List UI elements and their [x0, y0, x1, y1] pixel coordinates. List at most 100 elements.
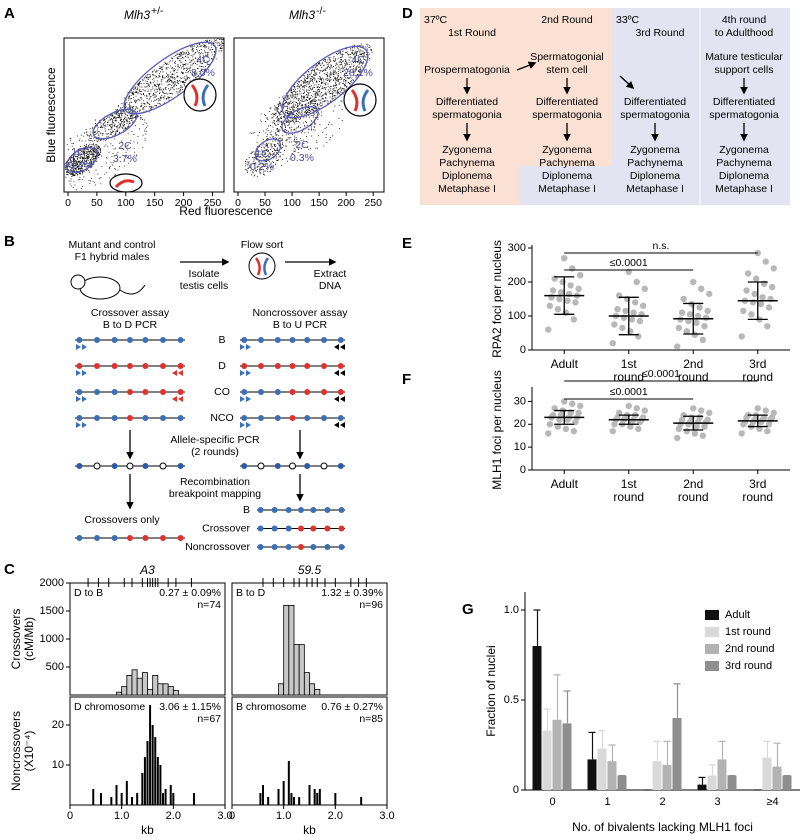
- snp: [304, 463, 311, 469]
- meiotic-stage: Pachynema: [439, 157, 495, 169]
- dot: [631, 299, 639, 306]
- snp: [321, 415, 327, 421]
- snp: [76, 337, 83, 343]
- snp: [111, 363, 118, 369]
- snp: [127, 389, 133, 395]
- snp: [321, 337, 327, 343]
- round-heading: 4th round: [722, 14, 767, 26]
- meiotic-stage: Metaphase I: [715, 183, 773, 195]
- dot: [690, 405, 697, 412]
- y-axis-label: MLH1 foci per nucleus: [490, 370, 504, 489]
- histogram-bar: [141, 672, 148, 696]
- gate-percent: 0.2%: [250, 161, 274, 173]
- x-tick-label: 3.0: [379, 810, 394, 822]
- bar: [110, 797, 113, 805]
- x-tick-label: 3.0: [217, 810, 232, 822]
- gate-label: 4C: [196, 54, 210, 66]
- gate-percent: 0.3%: [290, 152, 314, 164]
- snp: [142, 363, 149, 369]
- bar: [100, 793, 102, 805]
- dot: [622, 307, 629, 315]
- assay-text: DNA: [319, 280, 341, 292]
- dot: [572, 299, 579, 306]
- snp: [324, 544, 331, 550]
- bar: [293, 797, 295, 805]
- snp: [127, 535, 133, 541]
- y-tick-label: 0.5: [504, 694, 519, 706]
- bar: [562, 723, 572, 790]
- bar: [262, 785, 264, 805]
- y-tick-label: 500: [46, 661, 64, 673]
- histogram-bar: [172, 690, 179, 696]
- legend-swatch: [705, 627, 719, 637]
- snp: [94, 337, 100, 343]
- x-tick-label: 0: [235, 197, 241, 209]
- genotype: -/-: [316, 5, 326, 17]
- significance-label: ≤0.0001: [610, 386, 648, 398]
- dot: [770, 265, 777, 272]
- x-axis-label: kb: [303, 823, 316, 837]
- histogram-bar: [298, 644, 305, 696]
- dot: [614, 306, 621, 313]
- meiotic-stage: Diplonema: [719, 170, 769, 182]
- primer: [240, 344, 245, 350]
- cool-block: [612, 8, 790, 205]
- row-label: Crossover: [202, 522, 250, 534]
- snp: [321, 363, 327, 369]
- assay-text: Isolate: [189, 268, 220, 280]
- dot: [680, 411, 687, 419]
- x-tick-label: 200: [337, 197, 355, 209]
- y-axis-label: (cM/Mb): [22, 617, 36, 661]
- chart-title: 59.5: [298, 563, 322, 577]
- dot: [556, 295, 563, 303]
- bar: [290, 793, 293, 805]
- meiotic-stage: Metaphase I: [438, 183, 496, 195]
- chromosome: [350, 89, 359, 112]
- snp: [271, 507, 278, 513]
- significance-label: ≤0.0001: [642, 368, 680, 380]
- dot: [575, 285, 582, 292]
- assay-text: F1 hybrid males: [75, 251, 150, 263]
- bar: [308, 785, 311, 805]
- cell-stage: Differentiated: [624, 96, 686, 108]
- dot: [625, 402, 632, 410]
- dot: [619, 324, 626, 332]
- meiotic-stage: Pachynema: [539, 157, 595, 169]
- cell-stage: Differentiated: [436, 96, 498, 108]
- histogram-bar: [121, 686, 128, 696]
- bar: [542, 730, 552, 790]
- dot: [545, 326, 552, 333]
- snp: [304, 415, 311, 421]
- dot: [674, 434, 681, 442]
- panel-label: C: [4, 561, 15, 578]
- primer: [82, 344, 87, 350]
- cool-block: [519, 166, 612, 205]
- x-tick-label: 150: [310, 197, 328, 209]
- cell-stage: spermatogonia: [532, 109, 602, 121]
- snp: [111, 415, 118, 421]
- assay-text: Crossover assay: [91, 307, 170, 319]
- cell-icon: [248, 252, 276, 280]
- bar: [169, 785, 172, 805]
- panel-n: n=67: [197, 713, 221, 725]
- dot: [698, 407, 705, 414]
- y-axis-label: RPA2 foci per nucleus: [490, 240, 504, 358]
- cell-stage: Differentiated: [536, 96, 598, 108]
- gate: [123, 41, 217, 115]
- x-tick-label: 1: [604, 796, 610, 808]
- dot: [738, 430, 745, 437]
- chromosome: [254, 257, 261, 276]
- snp: [274, 363, 281, 369]
- dot: [768, 283, 776, 291]
- snp: [298, 525, 304, 532]
- dot: [577, 272, 584, 279]
- x-tick-label: 2nd round: [677, 357, 709, 384]
- dot: [546, 421, 554, 428]
- dot: [764, 323, 771, 330]
- bar: [120, 793, 123, 805]
- snp: [338, 525, 345, 532]
- gate: [281, 106, 319, 134]
- dot: [609, 340, 616, 347]
- dot: [675, 324, 683, 332]
